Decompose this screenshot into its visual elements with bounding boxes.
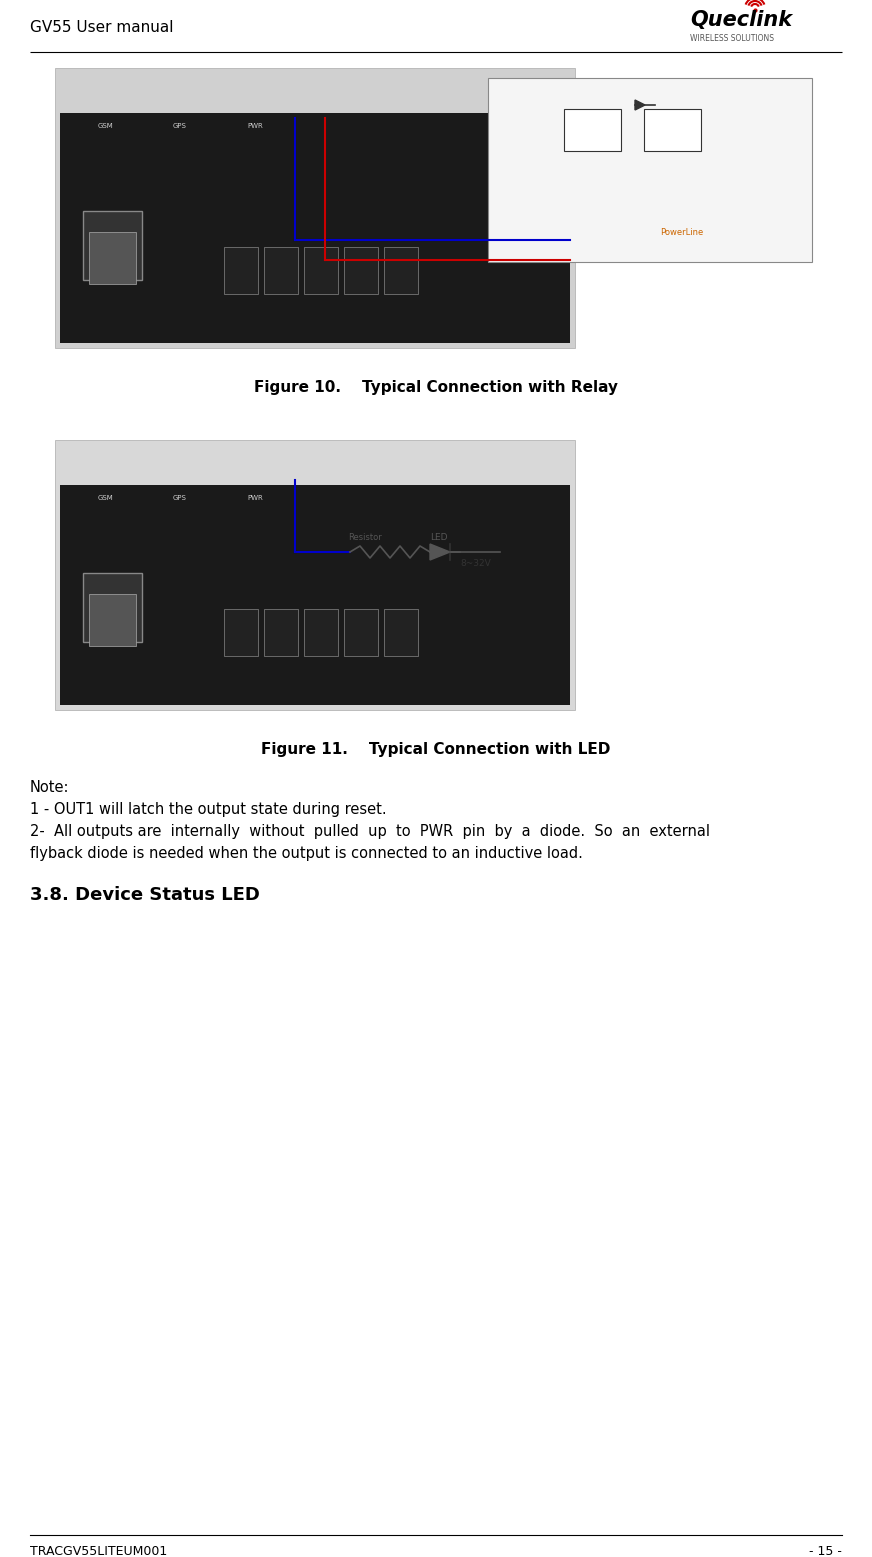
Text: Figure 10.    Typical Connection with Relay: Figure 10. Typical Connection with Relay	[254, 380, 618, 395]
Text: Resistor: Resistor	[348, 532, 382, 542]
Text: LED: LED	[430, 532, 447, 542]
FancyBboxPatch shape	[384, 609, 418, 655]
Text: TRACGV55LITEUM001: TRACGV55LITEUM001	[30, 1545, 167, 1557]
FancyBboxPatch shape	[384, 248, 418, 294]
Text: PWR: PWR	[247, 495, 262, 501]
FancyBboxPatch shape	[304, 248, 338, 294]
Text: Note:: Note:	[30, 780, 70, 796]
Text: WIRELESS SOLUTIONS: WIRELESS SOLUTIONS	[690, 34, 774, 44]
FancyBboxPatch shape	[644, 109, 701, 151]
FancyBboxPatch shape	[55, 69, 575, 349]
FancyBboxPatch shape	[224, 248, 258, 294]
FancyBboxPatch shape	[83, 212, 142, 280]
Text: PowerLine: PowerLine	[660, 227, 703, 237]
Text: GSM: GSM	[97, 123, 112, 129]
Text: 1 - OUT1 will latch the output state during reset.: 1 - OUT1 will latch the output state dur…	[30, 802, 386, 817]
FancyBboxPatch shape	[488, 78, 812, 262]
FancyBboxPatch shape	[89, 232, 136, 283]
FancyBboxPatch shape	[60, 114, 570, 343]
Text: GPS: GPS	[173, 123, 187, 129]
FancyBboxPatch shape	[224, 609, 258, 655]
Text: GPS: GPS	[173, 495, 187, 501]
FancyBboxPatch shape	[83, 573, 142, 641]
FancyBboxPatch shape	[344, 248, 378, 294]
Text: PWR: PWR	[247, 123, 262, 129]
FancyBboxPatch shape	[60, 484, 570, 705]
FancyBboxPatch shape	[89, 595, 136, 646]
FancyBboxPatch shape	[304, 609, 338, 655]
FancyBboxPatch shape	[344, 609, 378, 655]
Text: 8~32V: 8~32V	[460, 559, 491, 568]
FancyBboxPatch shape	[264, 248, 298, 294]
FancyBboxPatch shape	[264, 609, 298, 655]
Text: - 15 -: - 15 -	[809, 1545, 842, 1557]
Text: 3.8. Device Status LED: 3.8. Device Status LED	[30, 886, 260, 905]
Text: GSM: GSM	[97, 495, 112, 501]
FancyBboxPatch shape	[55, 441, 575, 710]
Text: Figure 11.    Typical Connection with LED: Figure 11. Typical Connection with LED	[262, 743, 610, 757]
Polygon shape	[430, 543, 450, 561]
Polygon shape	[635, 100, 645, 111]
Text: Queclink: Queclink	[690, 9, 792, 30]
FancyBboxPatch shape	[564, 109, 621, 151]
Text: 2-  All outputs are  internally  without  pulled  up  to  PWR  pin  by  a  diode: 2- All outputs are internally without pu…	[30, 824, 710, 839]
Text: flyback diode is needed when the output is connected to an inductive load.: flyback diode is needed when the output …	[30, 845, 582, 861]
Text: GV55 User manual: GV55 User manual	[30, 20, 174, 34]
